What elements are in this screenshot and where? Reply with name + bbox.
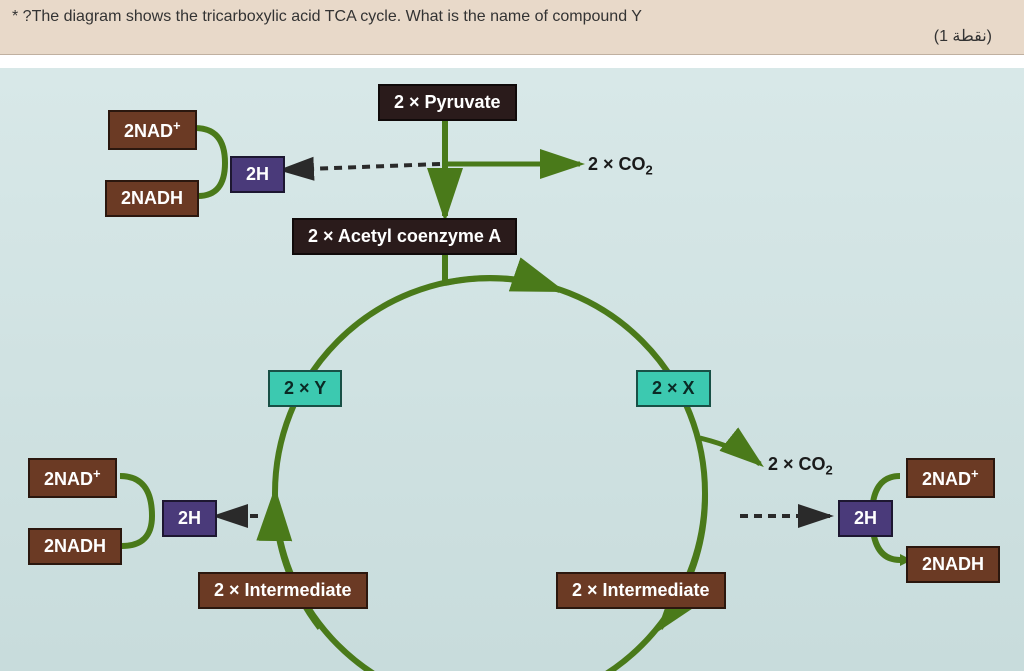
text: 2 × Y <box>284 378 326 398</box>
box-compound-y: 2 × Y <box>268 370 342 407</box>
text: 2 × Pyruvate <box>394 92 501 112</box>
text: 2H <box>854 508 877 528</box>
box-2h-left: 2H <box>162 500 217 537</box>
text: 2 × Intermediate <box>214 580 352 600</box>
text: 2 × Intermediate <box>572 580 710 600</box>
box-2h-top: 2H <box>230 156 285 193</box>
text: 2NADH <box>121 188 183 208</box>
box-nadh-left: 2NADH <box>28 528 122 565</box>
box-nadh-right: 2NADH <box>906 546 1000 583</box>
box-nad-top: 2NAD+ <box>108 110 197 150</box>
question-text: * ?The diagram shows the tricarboxylic a… <box>12 8 1012 26</box>
question-points: (1 نقطة) <box>12 26 1012 46</box>
box-acetyl-coa: 2 × Acetyl coenzyme A <box>292 218 517 255</box>
text: 2H <box>246 164 269 184</box>
text: 2H <box>178 508 201 528</box>
diagram-arrows <box>0 68 1024 671</box>
box-2h-right: 2H <box>838 500 893 537</box>
box-pyruvate: 2 × Pyruvate <box>378 84 517 121</box>
text: 2 × X <box>652 378 695 398</box>
text: 2NADH <box>44 536 106 556</box>
text: 2NADH <box>922 554 984 574</box>
text: 2NAD+ <box>124 121 181 141</box>
box-nadh-top: 2NADH <box>105 180 199 217</box>
text: 2NAD+ <box>922 469 979 489</box>
box-intermediate-right: 2 × Intermediate <box>556 572 726 609</box>
label-co2-right: 2 × CO2 <box>768 454 833 478</box>
tca-diagram: 2 × Pyruvate 2NAD+ 2NADH 2H 2 × Acetyl c… <box>0 68 1024 671</box>
text: 2NAD+ <box>44 469 101 489</box>
box-nad-left: 2NAD+ <box>28 458 117 498</box>
box-compound-x: 2 × X <box>636 370 711 407</box>
label-co2-top: 2 × CO2 <box>588 154 653 178</box>
text: 2 × Acetyl coenzyme A <box>308 226 501 246</box>
box-nad-right: 2NAD+ <box>906 458 995 498</box>
question-header: * ?The diagram shows the tricarboxylic a… <box>0 0 1024 55</box>
box-intermediate-left: 2 × Intermediate <box>198 572 368 609</box>
